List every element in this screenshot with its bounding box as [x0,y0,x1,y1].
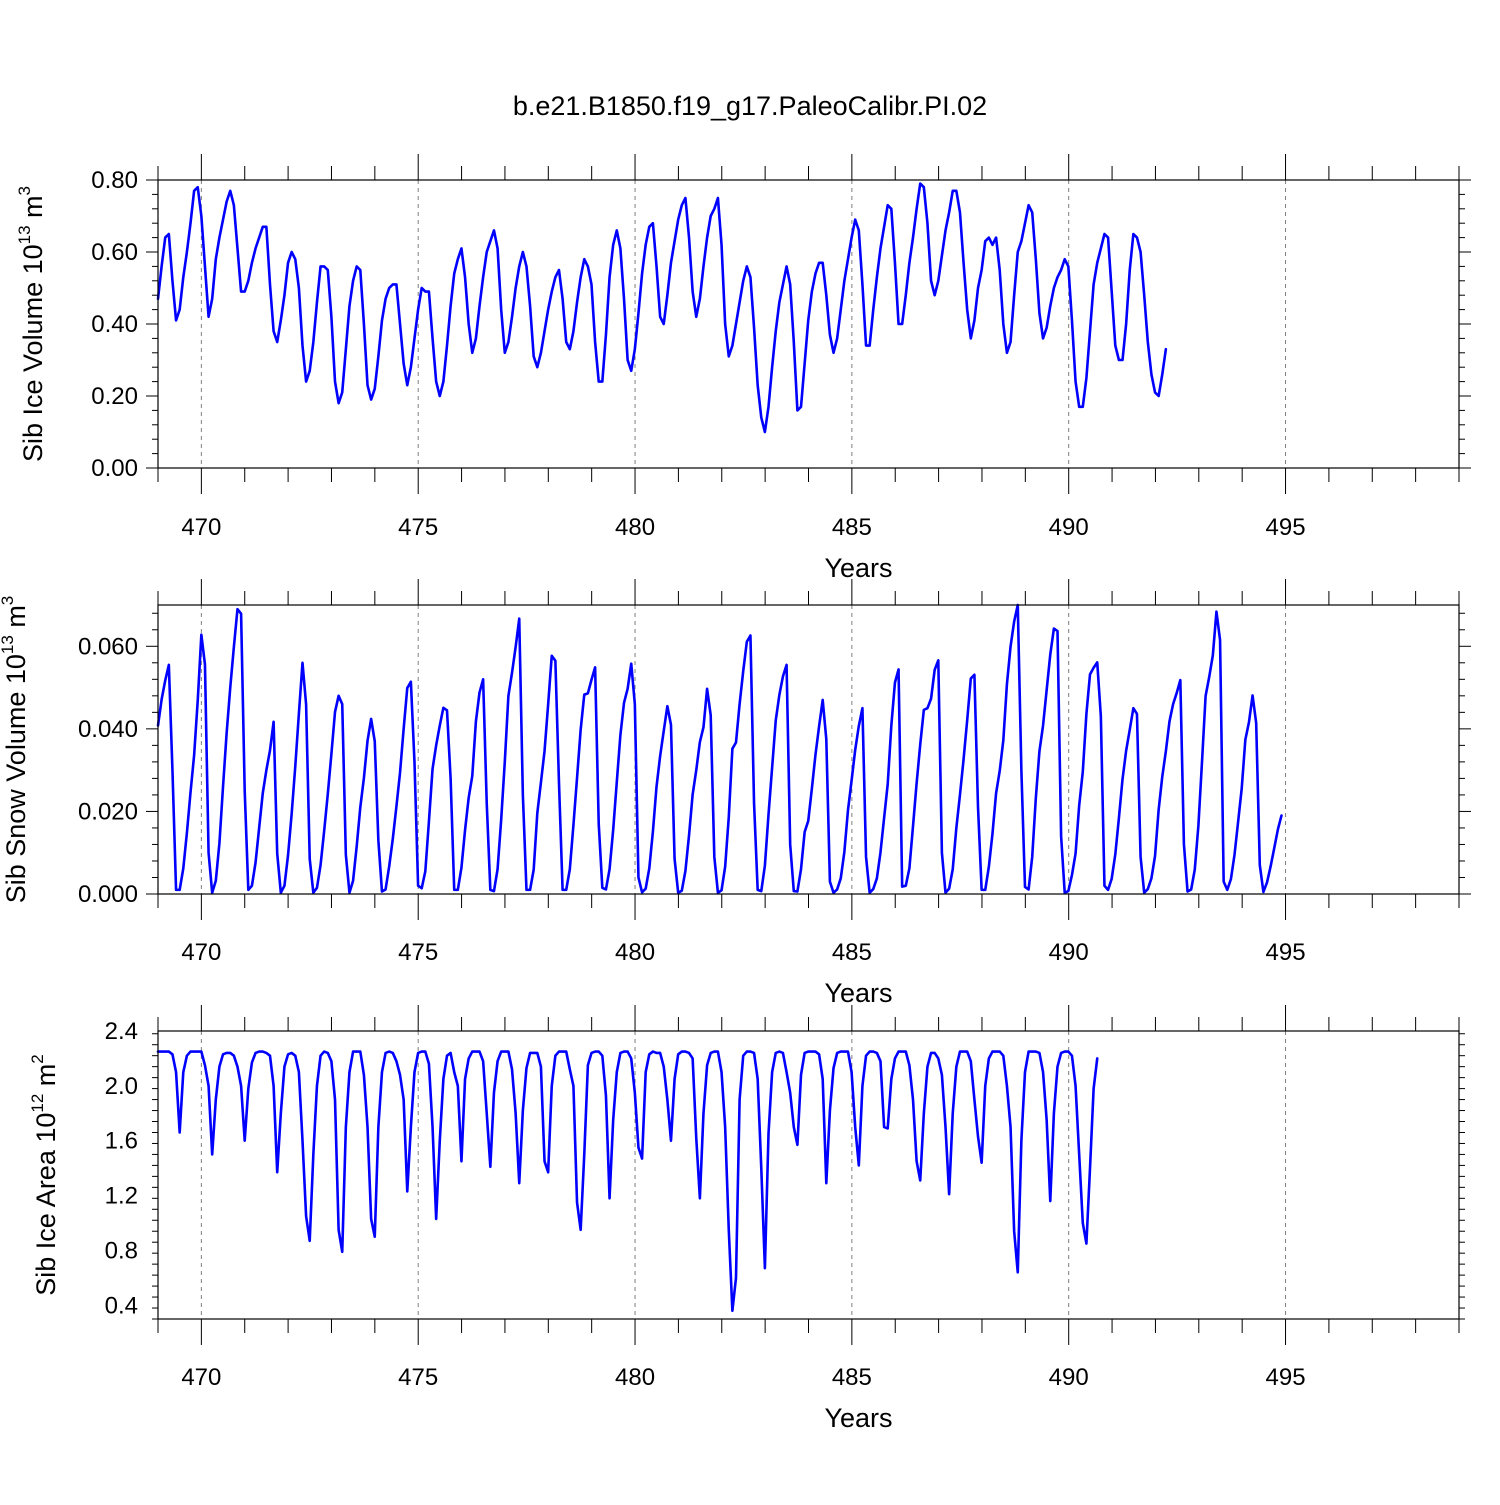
y-tick-label: 0.060 [78,633,138,660]
x-axis-label: Years [824,553,892,583]
x-axis-label: Years [824,978,892,1008]
y-tick-label: 0.60 [91,239,138,266]
plot-frame [157,1030,1460,1320]
y-axis-label-text: Sib Ice Area 10 [31,1113,61,1296]
y-axis-label-exponent: 12 [28,1094,47,1113]
y-axis-label-unit: m [18,195,48,225]
x-tick-label: 470 [181,939,221,966]
y-axis-label: Sib Ice Area 1012 m2 [28,1054,61,1296]
x-tick-label: 470 [181,1364,221,1391]
x-tick-label: 470 [181,514,221,541]
series-line [156,182,1168,434]
series-line [156,603,1283,895]
x-tick-label: 480 [615,514,655,541]
x-tick-label: 495 [1266,514,1306,541]
y-axis-label-text: Sib Ice Volume 10 [18,244,48,462]
plot-frame [157,179,1460,469]
x-tick-label: 490 [1049,1364,1089,1391]
x-tick-label: 485 [832,1364,872,1391]
y-tick-label: 0.020 [78,798,138,825]
y-axis-label-unit-exponent: 3 [15,186,34,195]
y-tick-label: 2.4 [105,1018,138,1045]
y-axis-label-text: Sib Snow Volume 10 [1,654,31,903]
y-axis-label-exponent: 13 [15,225,34,244]
series-line [156,1050,1099,1313]
y-tick-label: 0.8 [105,1237,138,1264]
y-tick-label: 1.2 [105,1183,138,1210]
y-axis-label-unit-exponent: 2 [28,1054,47,1063]
x-tick-label: 490 [1049,939,1089,966]
y-tick-label: 0.40 [91,311,138,338]
y-axis-label-unit: m [31,1064,61,1094]
y-tick-label: 0.00 [91,455,138,482]
figure-title: b.e21.B1850.f19_g17.PaleoCalibr.PI.02 [513,91,987,121]
y-axis-label-unit-exponent: 3 [0,596,17,605]
plot-frame [157,604,1460,895]
y-tick-label: 2.0 [105,1073,138,1100]
y-tick-label: 0.040 [78,716,138,743]
x-tick-label: 485 [832,939,872,966]
y-tick-label: 0.20 [91,383,138,410]
panel-2: 0.000 0.020 0.040 0.060 470 475 480 485 490 495 Ye… [0,579,1471,1008]
x-tick-label: 475 [398,1364,438,1391]
y-axis-label: Sib Snow Volume 1013 m3 [0,596,31,904]
y-tick-label: 0.4 [105,1292,138,1319]
y-axis-label: Sib Ice Volume 1013 m3 [15,186,48,462]
x-tick-label: 485 [832,514,872,541]
y-axis-label-exponent: 13 [0,635,17,654]
panel-3: 0.4 0.8 1.2 1.6 2.0 2.4 470 475 480 485 490 495 Year… [28,1005,1465,1433]
x-axis-label: Years [824,1403,892,1433]
y-tick-label: 0.000 [78,881,138,908]
x-tick-label: 495 [1266,939,1306,966]
y-axis-label-unit: m [1,605,31,635]
y-tick-label: 0.80 [91,167,138,194]
x-tick-label: 480 [615,939,655,966]
x-tick-label: 475 [398,514,438,541]
x-tick-label: 475 [398,939,438,966]
x-tick-label: 495 [1266,1364,1306,1391]
panel-1: 0.00 0.20 0.40 0.60 0.80 470 475 480 485 490 495 Ye… [15,154,1471,583]
x-tick-label: 480 [615,1364,655,1391]
x-tick-label: 490 [1049,514,1089,541]
y-tick-label: 1.6 [105,1128,138,1155]
